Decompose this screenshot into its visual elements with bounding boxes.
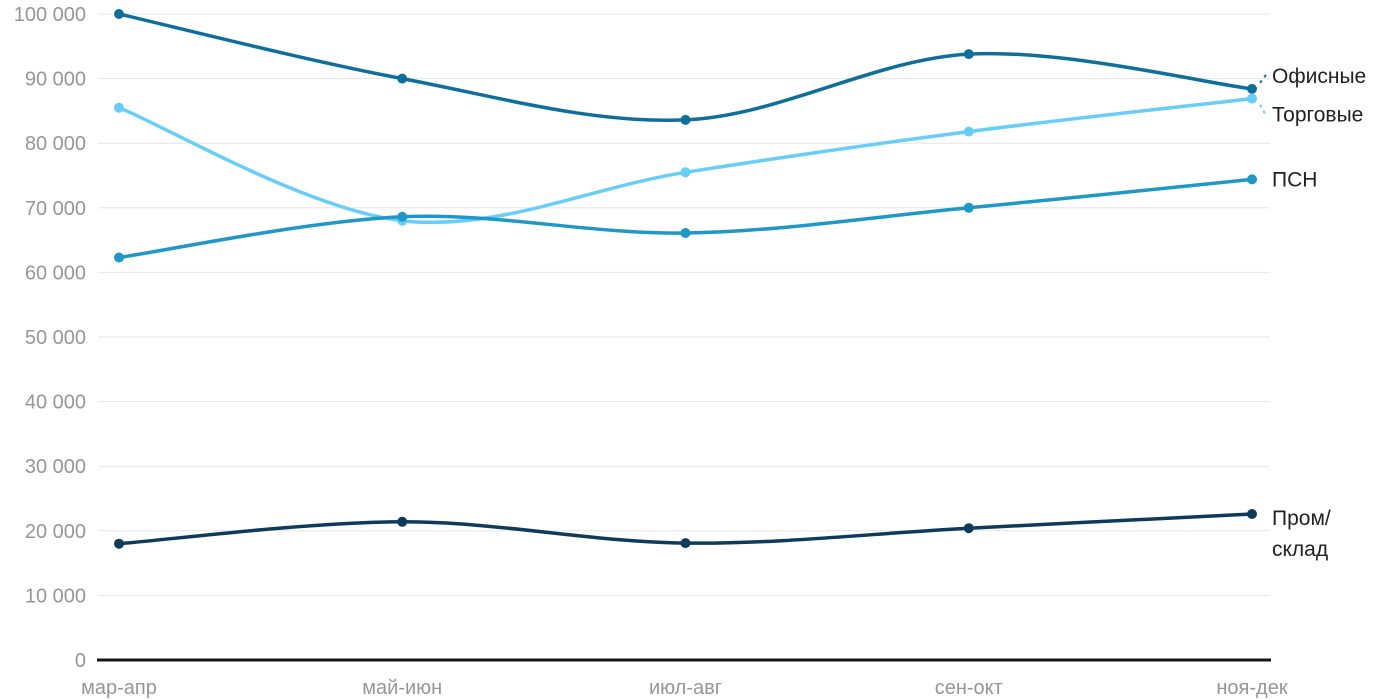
y-axis-tick-label: 50 000 <box>25 327 86 349</box>
series-point <box>680 167 691 178</box>
series-point <box>397 516 408 527</box>
series-point <box>114 538 124 549</box>
series-label: склад <box>1272 538 1328 561</box>
series-line-2 <box>117 177 1254 260</box>
series-line-0 <box>117 12 1254 123</box>
y-axis-tick-label: 0 <box>75 650 86 672</box>
y-axis-tick-label: 10 000 <box>25 585 86 607</box>
series-point <box>963 202 974 213</box>
series-label: Офисные <box>1272 65 1366 88</box>
series-point <box>1247 509 1257 519</box>
series-label: Торговые <box>1272 104 1363 127</box>
series-point <box>397 211 408 222</box>
y-axis-tick-label: 20 000 <box>25 521 86 543</box>
y-axis-tick-label: 60 000 <box>25 262 86 284</box>
y-axis-tick-label: 70 000 <box>25 198 86 220</box>
series-point <box>680 114 691 125</box>
series-label-connector <box>1259 104 1267 117</box>
series-point <box>963 126 974 137</box>
series-point <box>963 49 974 60</box>
series-label: ПСН <box>1272 168 1317 191</box>
series-point <box>397 73 408 84</box>
series-point <box>114 102 124 113</box>
x-axis-category-label: мар-апр <box>81 677 157 699</box>
x-axis-category-label: ноя-дек <box>1216 677 1287 699</box>
series-label: Пром/ <box>1272 507 1331 530</box>
y-axis-tick-label: 30 000 <box>25 456 86 478</box>
series-point <box>680 228 691 238</box>
y-axis-tick-label: 90 000 <box>25 69 86 91</box>
y-axis-tick-label: 80 000 <box>25 133 86 155</box>
x-axis-category-label: май-июн <box>362 677 442 699</box>
x-axis-category-label: сен-окт <box>935 677 1003 699</box>
series-point <box>1247 174 1257 185</box>
series-point <box>114 252 124 263</box>
series-point <box>680 538 691 549</box>
series-point <box>1247 93 1257 104</box>
series-point <box>114 9 124 19</box>
series-point <box>963 523 974 534</box>
y-axis-tick-label: 100 000 <box>14 4 86 26</box>
y-axis-tick-label: 40 000 <box>25 392 86 414</box>
series-label-connector <box>1259 74 1267 84</box>
x-axis-category-label: июл-авг <box>649 677 722 699</box>
series-point <box>1247 83 1257 94</box>
